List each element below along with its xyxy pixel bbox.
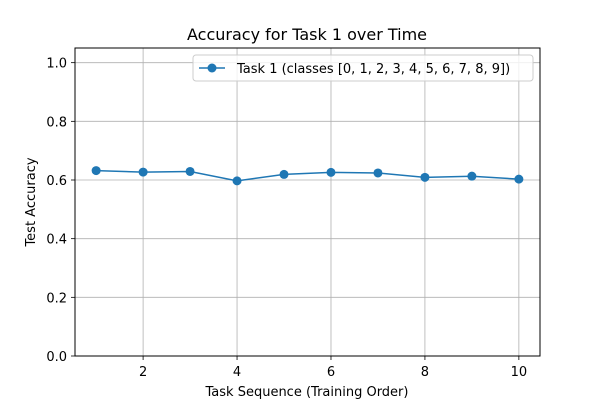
- y-tick-label: 0.6: [46, 174, 67, 189]
- data-point: [279, 169, 289, 179]
- data-point: [420, 172, 430, 182]
- data-point: [326, 167, 336, 177]
- series-layer: [91, 166, 524, 186]
- data-point: [373, 168, 383, 178]
- y-tick-label: 0.8: [46, 115, 67, 130]
- x-tick-label: 8: [421, 365, 429, 380]
- y-tick-label: 0.0: [46, 350, 67, 365]
- x-tick-label: 6: [327, 365, 335, 380]
- data-point: [514, 174, 524, 184]
- y-tick-label: 0.4: [46, 233, 67, 248]
- y-axis-label: Test Accuracy: [24, 157, 39, 247]
- y-tick-label: 0.2: [46, 291, 67, 306]
- legend: Task 1 (classes [0, 1, 2, 3, 4, 5, 6, 7,…: [192, 54, 534, 82]
- x-axis: 2 4 6 8 10: [139, 356, 527, 380]
- data-point: [185, 166, 195, 176]
- chart-title: Accuracy for Task 1 over Time: [187, 25, 427, 44]
- x-tick-label: 10: [511, 365, 528, 380]
- data-point: [232, 176, 242, 186]
- y-tick-label: 1.0: [46, 57, 67, 72]
- plot-frame: [74, 47, 541, 357]
- series-line-1: [96, 169, 519, 182]
- y-axis: 0.0 0.2 0.4 0.6 0.8 1.0: [46, 57, 75, 365]
- data-point: [138, 167, 148, 177]
- x-tick-label: 2: [139, 365, 147, 380]
- legend-label-series-1: Task 1 (classes [0, 1, 2, 3, 4, 5, 6, 7,…: [236, 62, 510, 77]
- data-point: [467, 171, 477, 181]
- x-tick-label: 4: [233, 365, 241, 380]
- x-axis-label: Task Sequence (Training Order): [205, 385, 409, 400]
- data-point: [91, 166, 101, 176]
- legend-box: [192, 54, 534, 82]
- legend-marker: [207, 63, 217, 73]
